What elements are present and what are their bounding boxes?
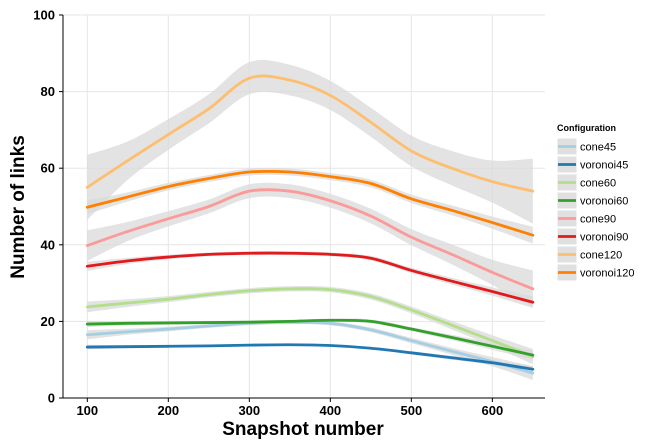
band-cone90 <box>87 182 533 308</box>
legend-label-voronoi45: voronoi45 <box>580 160 628 172</box>
line-cone120 <box>85 74 535 193</box>
line-voronoi45 <box>85 343 535 371</box>
line-cone90 <box>85 188 535 291</box>
y-tick-label: 60 <box>41 161 55 176</box>
band-cone120 <box>87 59 533 224</box>
line-cone60 <box>85 287 535 359</box>
legend-label-cone120: cone120 <box>580 250 622 262</box>
legend-label-cone90: cone90 <box>580 214 616 226</box>
y-tick-label: 40 <box>41 237 55 252</box>
y-tick-label: 80 <box>41 84 55 99</box>
y-tick-label: 20 <box>41 314 55 329</box>
legend-label-voronoi60: voronoi60 <box>580 196 628 208</box>
legend-title: Configuration <box>557 123 616 133</box>
line-cone45 <box>85 320 535 375</box>
band-cone60 <box>87 286 533 365</box>
series-lines <box>85 74 535 375</box>
x-tick-label: 500 <box>400 403 422 418</box>
axes: 0 20 40 60 80 100 100 200 300 400 500 600 <box>33 8 545 418</box>
line-voronoi120 <box>85 169 535 237</box>
legend-label-cone45: cone45 <box>580 142 616 154</box>
y-tick-label: 100 <box>33 8 55 23</box>
legend-label-cone60: cone60 <box>580 178 616 190</box>
x-tick-label: 400 <box>319 403 341 418</box>
band-voronoi120 <box>87 167 533 244</box>
legend: Configuration cone45 voronoi45 cone60 voron… <box>556 123 634 282</box>
line-voronoi60 <box>85 318 535 357</box>
x-tick-label: 200 <box>157 403 179 418</box>
x-axis-title: Snapshot number <box>222 419 384 440</box>
x-tick-label: 600 <box>481 403 503 418</box>
y-tick-label: 0 <box>48 391 55 406</box>
line-voronoi90 <box>85 251 535 304</box>
x-tick-label: 100 <box>76 403 98 418</box>
y-axis-title: Number of links <box>8 135 29 279</box>
legend-label-voronoi120: voronoi120 <box>580 268 634 280</box>
legend-label-voronoi90: voronoi90 <box>580 232 628 244</box>
x-tick-label: 300 <box>238 403 260 418</box>
